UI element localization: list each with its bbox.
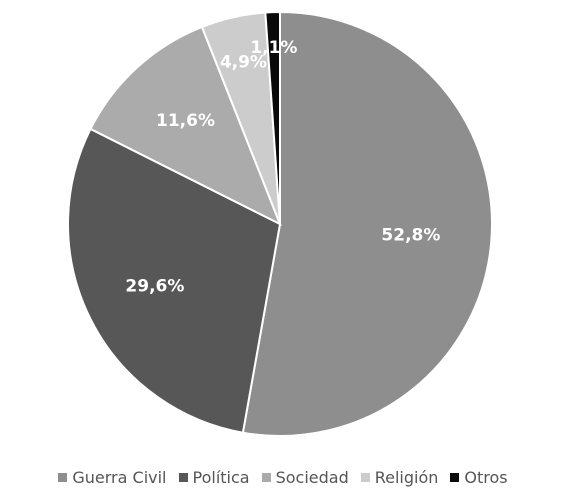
data-label-guerra-civil: 52,8% [381, 226, 440, 246]
legend-label: Sociedad [275, 467, 349, 487]
pie-slice-otros [264, 10, 281, 225]
chart-legend: Guerra Civil Política Sociedad Religión Otro… [0, 466, 566, 488]
legend-item-sociedad: Sociedad [261, 467, 349, 487]
pie-slice-sociedad [89, 25, 282, 227]
data-label-otros: 1,1% [250, 38, 297, 58]
legend-item-pol-tica: Política [178, 467, 250, 487]
pie-slice-pol-tica [67, 127, 282, 434]
data-label-pol-tica: 29,6% [125, 277, 184, 297]
data-label-religi-n: 4,9% [220, 53, 267, 73]
pie-slices [67, 10, 493, 437]
legend-label: Otros [464, 467, 508, 487]
pie-slice-guerra-civil [241, 10, 493, 437]
legend-item-otros: Otros [450, 467, 508, 487]
legend-label: Política [192, 467, 250, 487]
legend-swatch [178, 472, 188, 482]
pie-data-labels: 52,8% 29,6% 11,6% 4,9%1,1% [125, 38, 440, 297]
legend-swatch [360, 472, 370, 482]
legend-swatch [261, 472, 271, 482]
legend-item-guerra-civil: Guerra Civil [58, 467, 167, 487]
data-label-sociedad: 11,6% [156, 111, 215, 131]
legend-item-religi-n: Religión [360, 467, 439, 487]
pie-plot-area: 52,8% 29,6% 11,6% 4,9%1,1% [67, 10, 493, 437]
legend-label: Guerra Civil [72, 467, 167, 487]
legend-swatch [450, 472, 460, 482]
legend-swatch [58, 472, 68, 482]
legend-label: Religión [374, 467, 439, 487]
